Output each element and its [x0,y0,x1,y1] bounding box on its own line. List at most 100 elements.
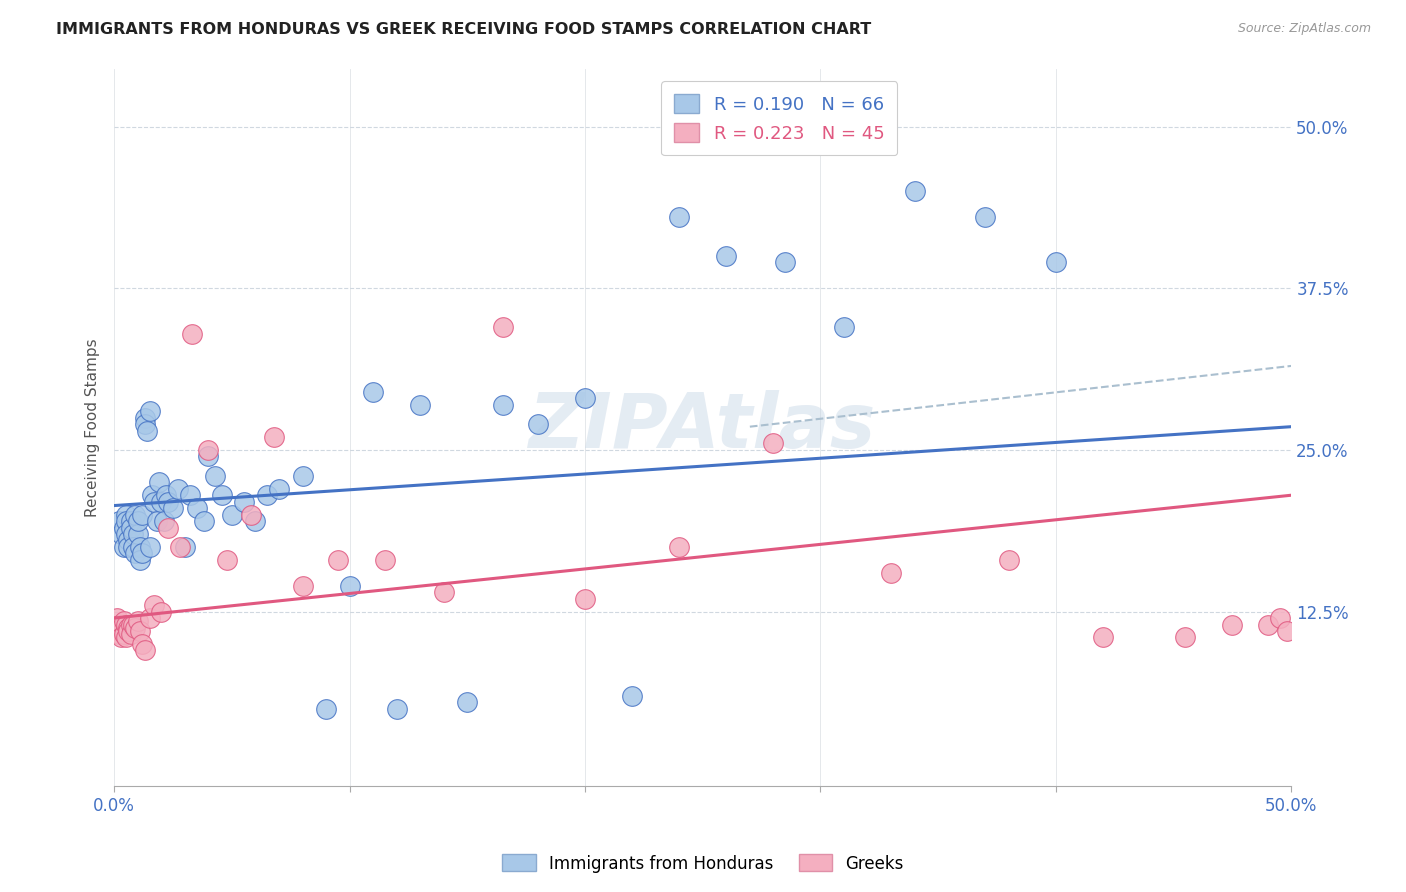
Point [145,514,167,528]
Point [117,540,139,554]
Legend: Immigrants from Honduras, Greeks: Immigrants from Honduras, Greeks [496,847,910,880]
Point [108,617,131,632]
Point [120,617,142,632]
Point [108,514,131,528]
Point [193,514,215,528]
Point [110,631,132,645]
Point [456,695,478,709]
Point [157,494,180,508]
Point [1268,611,1291,625]
Point [1275,624,1298,638]
Point [668,211,690,225]
Point [127,527,149,541]
Point [115,631,138,645]
Point [115,514,138,528]
Point [217,553,239,567]
Point [1045,255,1067,269]
Text: IMMIGRANTS FROM HONDURAS VS GREEK RECEIVING FOOD STAMPS CORRELATION CHART: IMMIGRANTS FROM HONDURAS VS GREEK RECEIV… [56,22,872,37]
Point [112,614,135,628]
Point [134,643,156,657]
Text: ZIPAtlas: ZIPAtlas [529,391,876,465]
Point [152,514,174,528]
Point [131,546,153,560]
Point [211,488,233,502]
Point [315,701,337,715]
Point [527,417,550,431]
Point [998,553,1021,567]
Point [904,185,927,199]
Point [361,384,384,399]
Point [385,701,408,715]
Point [1174,631,1197,645]
Point [122,527,145,541]
Point [127,614,149,628]
Text: Source: ZipAtlas.com: Source: ZipAtlas.com [1237,22,1371,36]
Point [186,501,208,516]
Point [127,514,149,528]
Point [1257,617,1279,632]
Point [762,436,785,450]
Point [256,488,278,502]
Point [245,514,267,528]
Point [409,398,432,412]
Point [143,598,166,612]
Point [138,404,160,418]
Point [492,398,515,412]
Point [105,611,128,625]
Point [129,540,152,554]
Point [326,553,349,567]
Point [115,617,138,632]
Point [143,494,166,508]
Point [239,508,262,522]
Point [122,617,145,632]
Point [112,520,135,534]
Point [773,255,796,269]
Point [162,501,184,516]
Point [134,410,156,425]
Point [120,626,142,640]
Point [621,689,644,703]
Point [574,591,596,606]
Point [374,553,396,567]
Point [173,540,195,554]
Point [117,624,139,638]
Y-axis label: Receiving Food Stamps: Receiving Food Stamps [86,338,100,516]
Point [267,482,290,496]
Point [112,540,135,554]
Point [150,494,173,508]
Point [129,624,152,638]
Point [339,579,361,593]
Point [131,508,153,522]
Point [110,527,132,541]
Point [716,249,738,263]
Point [122,540,145,554]
Point [138,540,160,554]
Point [433,585,456,599]
Point [157,520,180,534]
Point [115,527,138,541]
Point [169,540,191,554]
Point [179,488,201,502]
Point [134,417,156,431]
Point [150,605,173,619]
Point [148,475,170,490]
Point [120,514,142,528]
Point [120,520,142,534]
Point [197,442,219,457]
Point [108,626,131,640]
Point [138,611,160,625]
Point [832,320,855,334]
Point [232,494,254,508]
Point [880,566,903,580]
Point [117,533,139,548]
Point [1222,617,1244,632]
Legend: R = 0.190   N = 66, R = 0.223   N = 45: R = 0.190 N = 66, R = 0.223 N = 45 [661,81,897,155]
Point [180,326,202,341]
Point [166,482,188,496]
Point [263,430,285,444]
Point [115,508,138,522]
Point [136,424,159,438]
Point [291,468,314,483]
Point [124,621,146,635]
Point [291,579,314,593]
